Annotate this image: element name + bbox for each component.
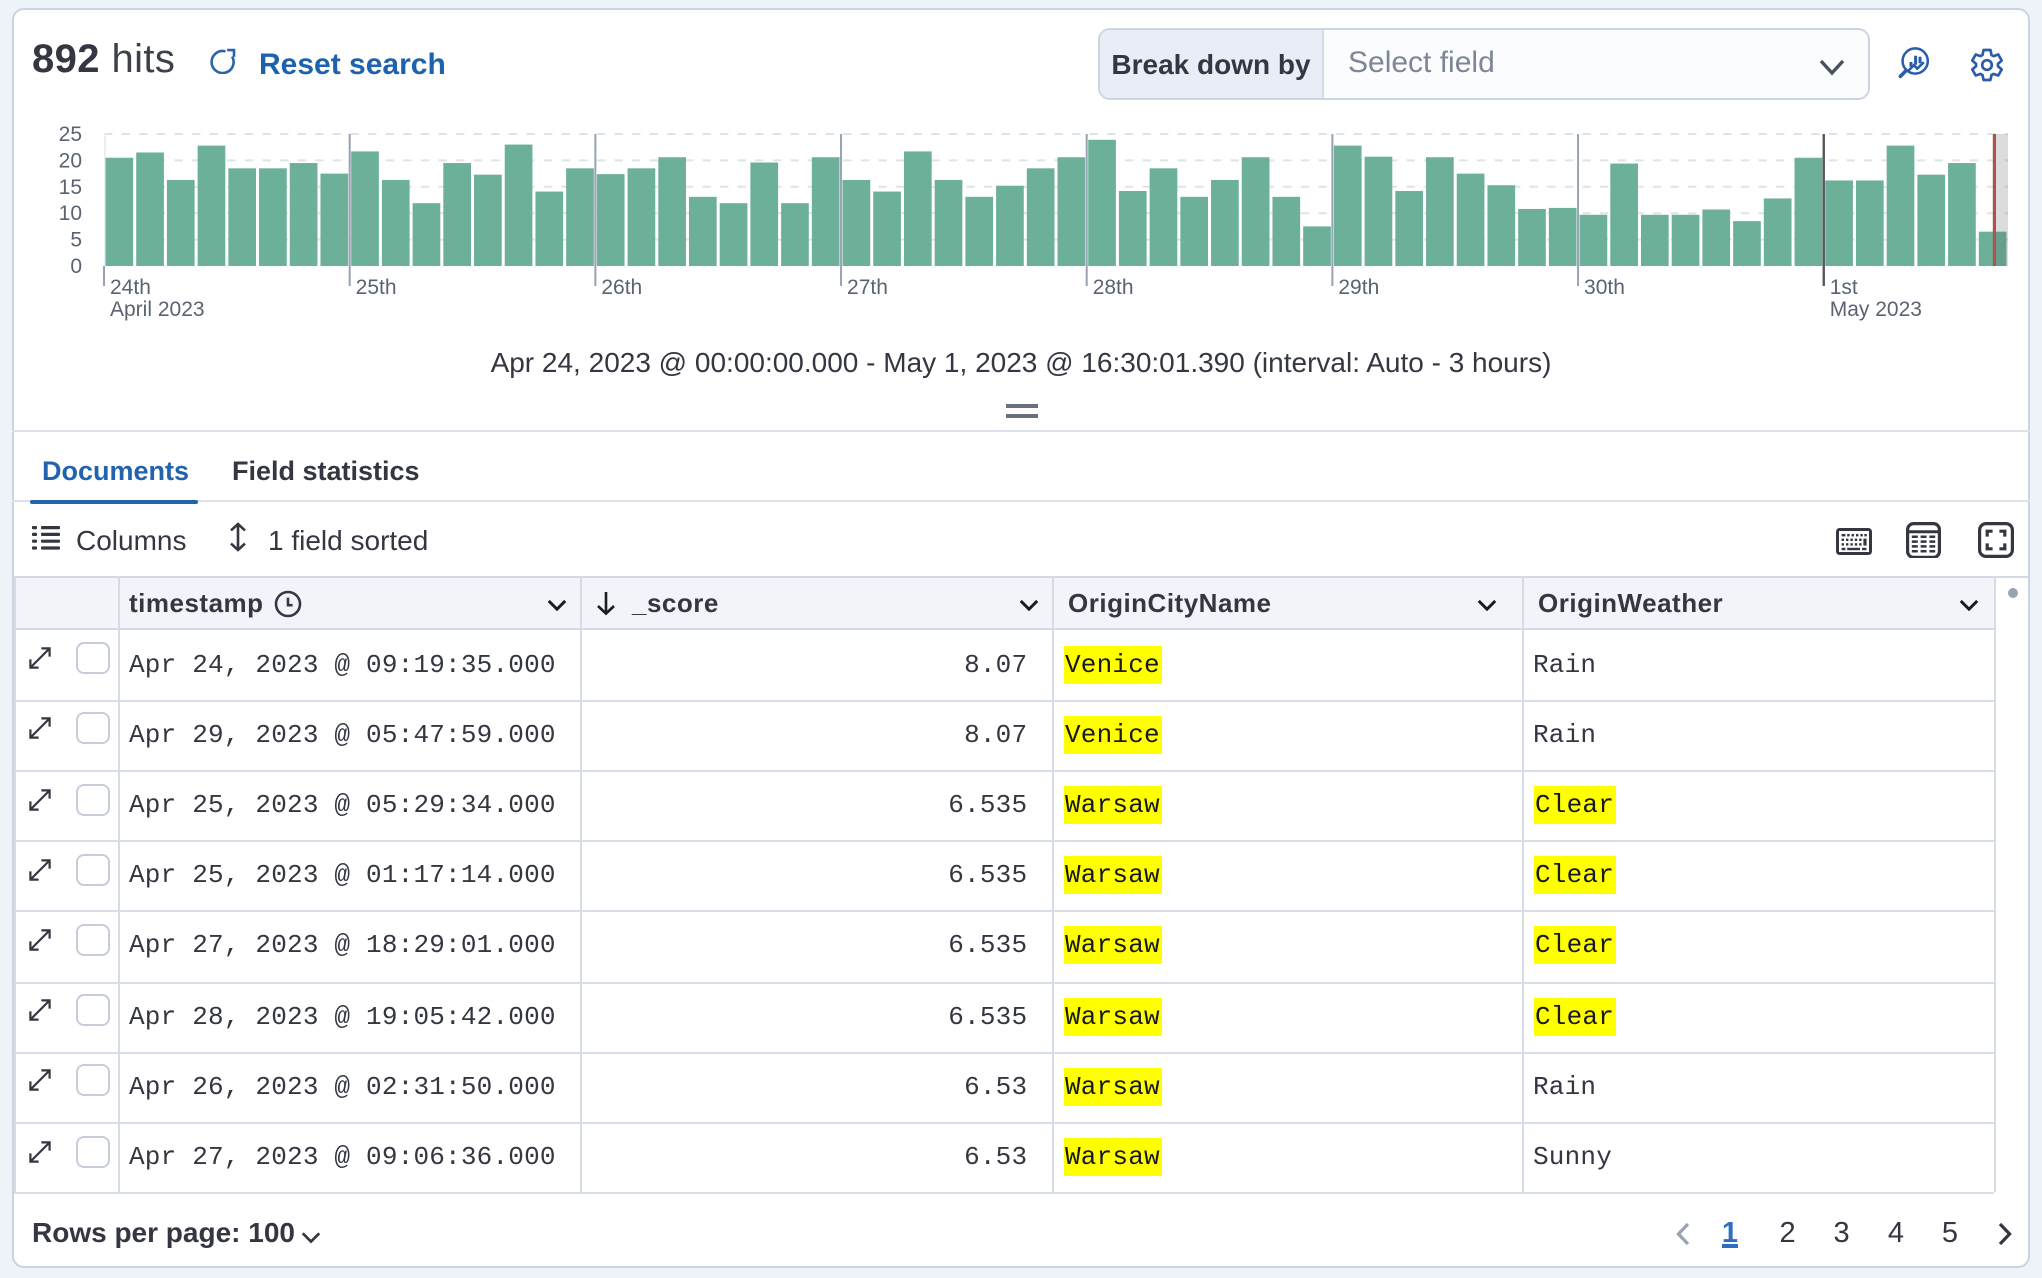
svg-text:29th: 29th xyxy=(1338,276,1379,299)
svg-text:5: 5 xyxy=(70,229,82,252)
svg-text:25th: 25th xyxy=(356,276,397,299)
svg-text:0: 0 xyxy=(70,255,82,278)
svg-text:April 2023: April 2023 xyxy=(110,298,205,321)
svg-text:26th: 26th xyxy=(601,276,642,299)
svg-text:24th: 24th xyxy=(110,276,151,299)
svg-text:25: 25 xyxy=(59,123,82,146)
svg-text:30th: 30th xyxy=(1584,276,1625,299)
svg-text:10: 10 xyxy=(59,202,82,225)
svg-text:1st: 1st xyxy=(1830,276,1858,299)
svg-text:May 2023: May 2023 xyxy=(1830,298,1922,321)
svg-text:27th: 27th xyxy=(847,276,888,299)
svg-text:28th: 28th xyxy=(1093,276,1134,299)
svg-text:20: 20 xyxy=(59,149,82,172)
svg-text:15: 15 xyxy=(59,176,82,199)
